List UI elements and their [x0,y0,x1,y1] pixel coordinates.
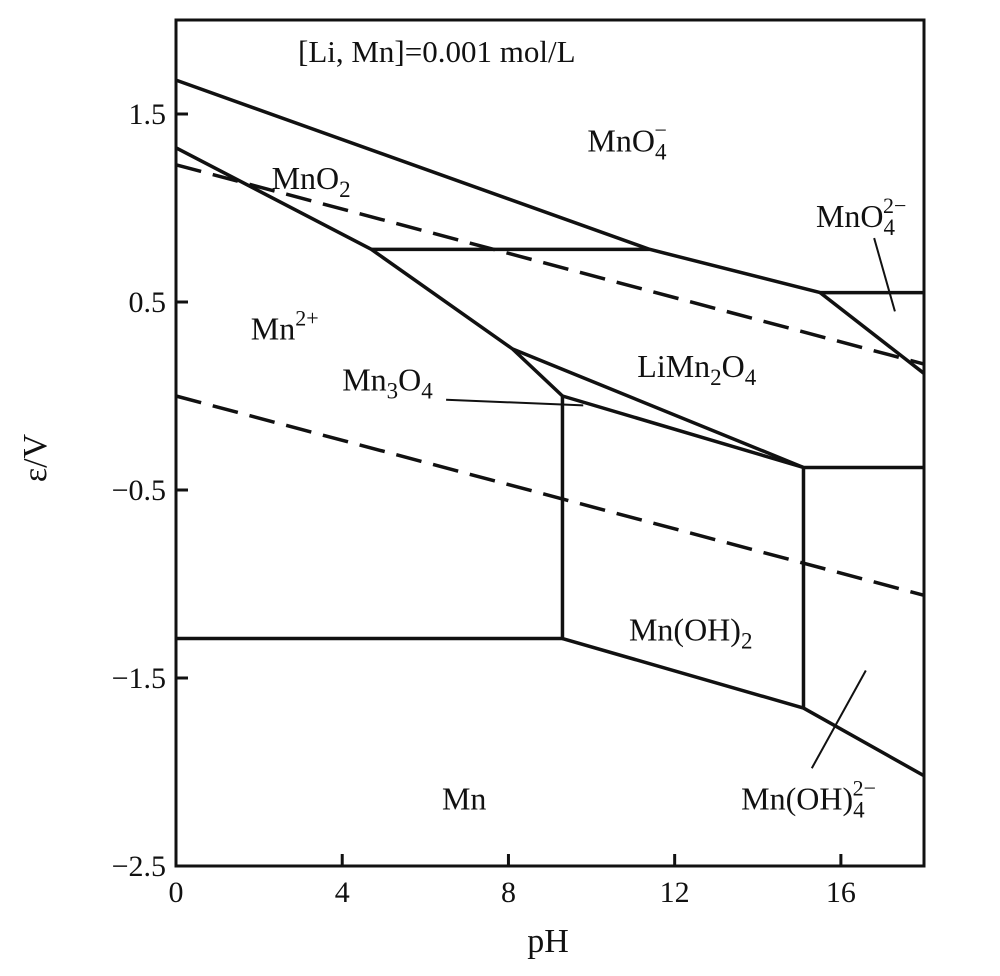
region-label-3: Mn2+ [251,306,319,347]
y-axis-label: ε/V [17,433,54,482]
x-tick-label-2: 8 [501,876,516,909]
y-tick-label-2: −0.5 [112,474,166,507]
region-label-8: Mn [442,781,486,817]
phase-boundaries [175,78,926,778]
x-tick-label-3: 12 [660,876,690,909]
x-axis-label: pH [527,923,569,960]
region-label-4: Mn3O4 [342,361,433,403]
region-label-7: Mn(OH)42− [741,776,876,823]
water-stability-line-9 [175,394,925,597]
y-tick-label-3: −1.5 [112,662,166,695]
x-tick-label-0: 0 [169,876,184,909]
region-label-6: Mn(OH)2 [629,611,752,653]
concentration-annotation: [Li, Mn]=0.001 mol/L [298,34,576,69]
phase-boundary-line-3 [819,291,926,375]
y-tick-label-4: −2.5 [112,850,166,883]
pointer-line-1 [873,237,896,312]
phase-boundary-line-7 [561,636,925,778]
region-label-2: MnO42− [816,193,906,240]
water-stability-line-8 [175,163,925,366]
pointer-lines [446,237,896,769]
y-tick-label-1: 0.5 [129,286,167,319]
region-label-1: MnO2 [272,160,351,202]
axis-ticks: 0 4 8 12 16 1.5 0.5 −0.5 −1.5 −2.5 [112,98,856,909]
phase-boundary-line-5 [561,394,804,470]
x-tick-label-4: 16 [826,876,856,909]
plot-frame [174,18,926,868]
region-labels: MnO4− MnO2 MnO42− Mn2+ Mn3O4 LiMn2O4 Mn(OH)2 Mn… [251,118,907,823]
region-label-5: LiMn2O4 [637,348,757,390]
x-tick-label-1: 4 [335,876,350,909]
pointer-line-0 [446,398,584,407]
phase-boundary-line-1 [175,146,565,641]
phase-boundary-line-0 [175,78,924,295]
region-label-0: MnO4− [587,118,667,165]
y-tick-label-0: 1.5 [129,98,167,131]
pointer-line-2 [810,669,867,769]
